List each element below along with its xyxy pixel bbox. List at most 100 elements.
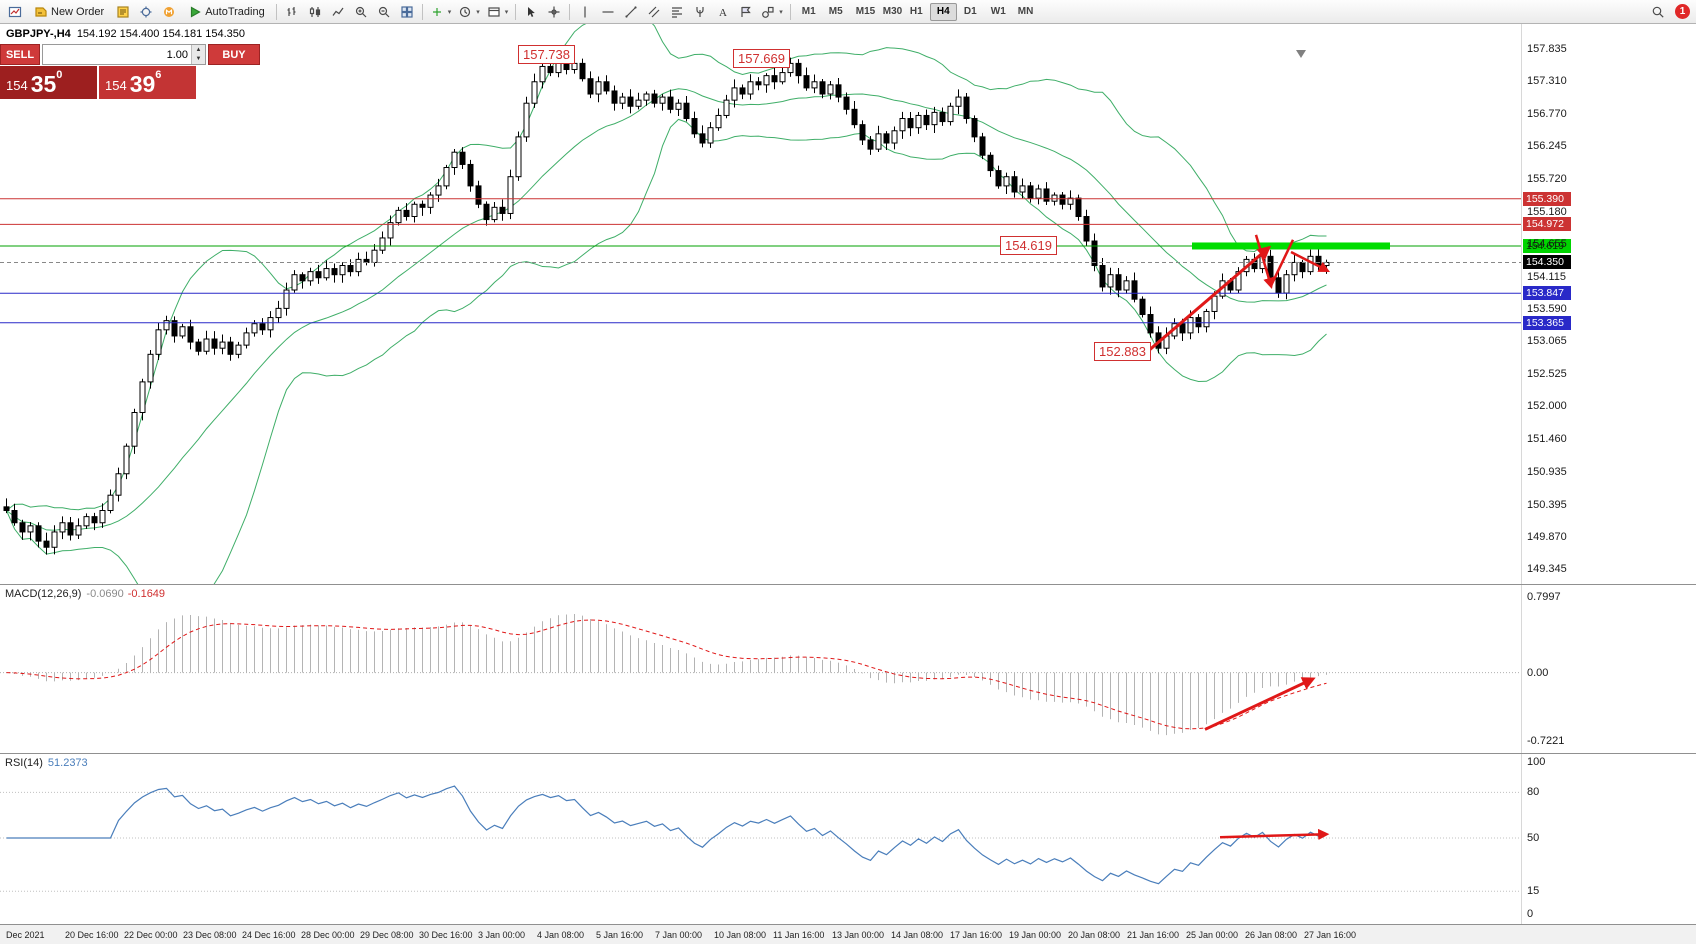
annotation-arrow[interactable] bbox=[1204, 677, 1316, 731]
macd-chart[interactable] bbox=[0, 585, 1522, 753]
new-order-button[interactable]: New Order bbox=[27, 2, 111, 22]
price-chart-panel[interactable]: 155.390 154.972 154.619 154.350 153.847 153.3… bbox=[0, 24, 1696, 584]
crosshair-button[interactable] bbox=[543, 2, 565, 22]
annotation-arrow[interactable] bbox=[1149, 245, 1272, 351]
chart-ohlc-header: GBPJPY-,H4 154.192 154.400 154.181 154.35… bbox=[6, 28, 245, 40]
bollinger-upper-band[interactable] bbox=[6, 24, 1327, 511]
buy-button[interactable]: BUY bbox=[208, 44, 260, 65]
candlestick-chart-button[interactable] bbox=[304, 2, 326, 22]
rsi-value: 51.2373 bbox=[47, 757, 88, 769]
price-callout[interactable]: 157.738 bbox=[518, 44, 575, 64]
buy-price-point: 6 bbox=[155, 69, 162, 81]
time-axis[interactable]: Dec 2021 20 Dec 16:00 22 Dec 00:00 23 Dec 0… bbox=[0, 924, 1696, 944]
annotation-arrow[interactable] bbox=[1254, 234, 1275, 289]
cycles-button[interactable]: ▾ bbox=[455, 2, 483, 22]
vertical-line-button[interactable] bbox=[574, 2, 596, 22]
price-axis-label: 156.770 bbox=[1527, 108, 1567, 121]
rsi-axis-label: 80 bbox=[1527, 786, 1540, 799]
fibonacci-button[interactable] bbox=[666, 2, 688, 22]
templates-button[interactable]: ▾ bbox=[484, 2, 512, 22]
macd-signal-value: -0.1649 bbox=[127, 588, 166, 600]
horizontal-line-button[interactable] bbox=[597, 2, 619, 22]
time-axis-label: 7 Jan 00:00 bbox=[655, 930, 703, 940]
options-button[interactable] bbox=[135, 2, 157, 22]
current-price-badge: 154.350 bbox=[1523, 255, 1571, 270]
timeframe-button-d1[interactable]: D1 bbox=[957, 3, 984, 21]
toolbar-separator bbox=[275, 3, 277, 20]
price-axis-label: 154.115 bbox=[1527, 270, 1566, 283]
price-callout[interactable]: 157.669 bbox=[733, 49, 790, 69]
community-button[interactable] bbox=[158, 2, 180, 22]
andrews-pitchfork-icon bbox=[696, 6, 704, 17]
rsi-axis-label: 0 bbox=[1527, 908, 1534, 920]
timeframe-button-m30[interactable]: M30 bbox=[876, 3, 903, 21]
line-chart-icon bbox=[332, 7, 344, 16]
volume-down-button[interactable]: ▼ bbox=[192, 54, 205, 64]
cursor-button[interactable] bbox=[520, 2, 542, 22]
price-callout[interactable]: 152.883 bbox=[1094, 342, 1151, 362]
equidistant-channel-button[interactable] bbox=[643, 2, 665, 22]
zoom-out-icon bbox=[378, 6, 390, 17]
line-chart-button[interactable] bbox=[327, 2, 349, 22]
notifications-badge[interactable]: 1 bbox=[1675, 4, 1690, 19]
indicators-icon bbox=[432, 7, 441, 16]
indicators-button[interactable]: ▾ bbox=[427, 2, 455, 22]
buy-price-panel[interactable]: 154 39 6 bbox=[99, 66, 196, 99]
zoom-out-button[interactable] bbox=[373, 2, 395, 22]
timeframe-button-m1[interactable]: M1 bbox=[795, 3, 822, 21]
annotation-arrow[interactable] bbox=[1269, 239, 1295, 287]
trendline-button[interactable] bbox=[620, 2, 642, 22]
timeframe-button-m15[interactable]: M15 bbox=[849, 3, 876, 21]
price-axis-label: 154.655 bbox=[1527, 237, 1567, 250]
time-axis-label: 17 Jan 16:00 bbox=[950, 930, 1003, 940]
timeframe-button-h1[interactable]: H1 bbox=[903, 3, 930, 21]
toolbar-separator bbox=[515, 3, 517, 20]
toolbar-separator bbox=[421, 3, 423, 20]
timeframe-button-m5[interactable]: M5 bbox=[822, 3, 849, 21]
volume-input[interactable] bbox=[43, 45, 191, 64]
horizontal-line-icon bbox=[602, 10, 614, 13]
andrews-pitchfork-button[interactable] bbox=[689, 2, 711, 22]
chart-window-icon[interactable] bbox=[4, 2, 26, 22]
price-axis[interactable]: 155.390 154.972 154.619 154.350 153.847 153.3… bbox=[1521, 24, 1696, 584]
zoom-in-button[interactable] bbox=[350, 2, 372, 22]
chart-shift-marker[interactable] bbox=[1296, 50, 1306, 58]
rsi-panel[interactable]: 100 80 50 15 0 RSI(14) 51.2373 bbox=[0, 753, 1696, 924]
timeframe-button-mn[interactable]: MN bbox=[1011, 3, 1038, 21]
cursor-icon bbox=[528, 6, 536, 17]
bollinger-middle-band[interactable] bbox=[6, 88, 1327, 531]
annotation-arrow[interactable] bbox=[1290, 250, 1331, 272]
sell-price-panel[interactable]: 154 35 0 bbox=[0, 66, 97, 99]
buy-price-base: 154 bbox=[105, 78, 127, 93]
zoom-in-icon bbox=[355, 6, 367, 17]
rsi-chart[interactable] bbox=[0, 754, 1522, 924]
autotrading-icon bbox=[191, 5, 201, 18]
timeframe-button-w1[interactable]: W1 bbox=[984, 3, 1011, 21]
macd-signal-line[interactable] bbox=[6, 619, 1327, 730]
macd-panel[interactable]: 0.7997 0.00 -0.7221 MACD(12,26,9) -0.0690 -0… bbox=[0, 584, 1696, 753]
rsi-line[interactable] bbox=[6, 785, 1327, 885]
candlestick-chart[interactable] bbox=[0, 24, 1522, 584]
tile-windows-button[interactable] bbox=[396, 2, 418, 22]
bollinger-lower-band[interactable] bbox=[6, 118, 1327, 584]
time-axis-label: 4 Jan 08:00 bbox=[537, 930, 585, 940]
price-callout[interactable]: 154.619 bbox=[1000, 235, 1057, 255]
metaeditor-button[interactable] bbox=[112, 2, 134, 22]
time-axis-label: 21 Jan 16:00 bbox=[1127, 930, 1180, 940]
timeframe-group: M1 M5 M15 M30 H1 H4 D1 W1 MN bbox=[795, 2, 1038, 21]
text-icon: A bbox=[719, 7, 727, 19]
bar-chart-button[interactable] bbox=[281, 2, 303, 22]
text-label-button[interactable] bbox=[735, 2, 757, 22]
volume-up-button[interactable]: ▲ bbox=[192, 45, 205, 55]
text-button[interactable]: A bbox=[712, 2, 734, 22]
time-axis-label: 20 Dec 16:00 bbox=[65, 930, 119, 940]
timeframe-button-h4[interactable]: H4 bbox=[929, 2, 957, 21]
annotation-arrow[interactable] bbox=[1219, 828, 1330, 841]
search-button[interactable] bbox=[1647, 2, 1669, 22]
main-toolbar: New Order AutoTrading bbox=[0, 0, 1696, 24]
autotrading-button[interactable]: AutoTrading bbox=[181, 2, 272, 22]
sell-button[interactable]: SELL bbox=[0, 44, 40, 65]
level-price-badge: 154.619 bbox=[1523, 238, 1571, 253]
arrow-shapes-button[interactable]: ▾ bbox=[758, 2, 786, 22]
